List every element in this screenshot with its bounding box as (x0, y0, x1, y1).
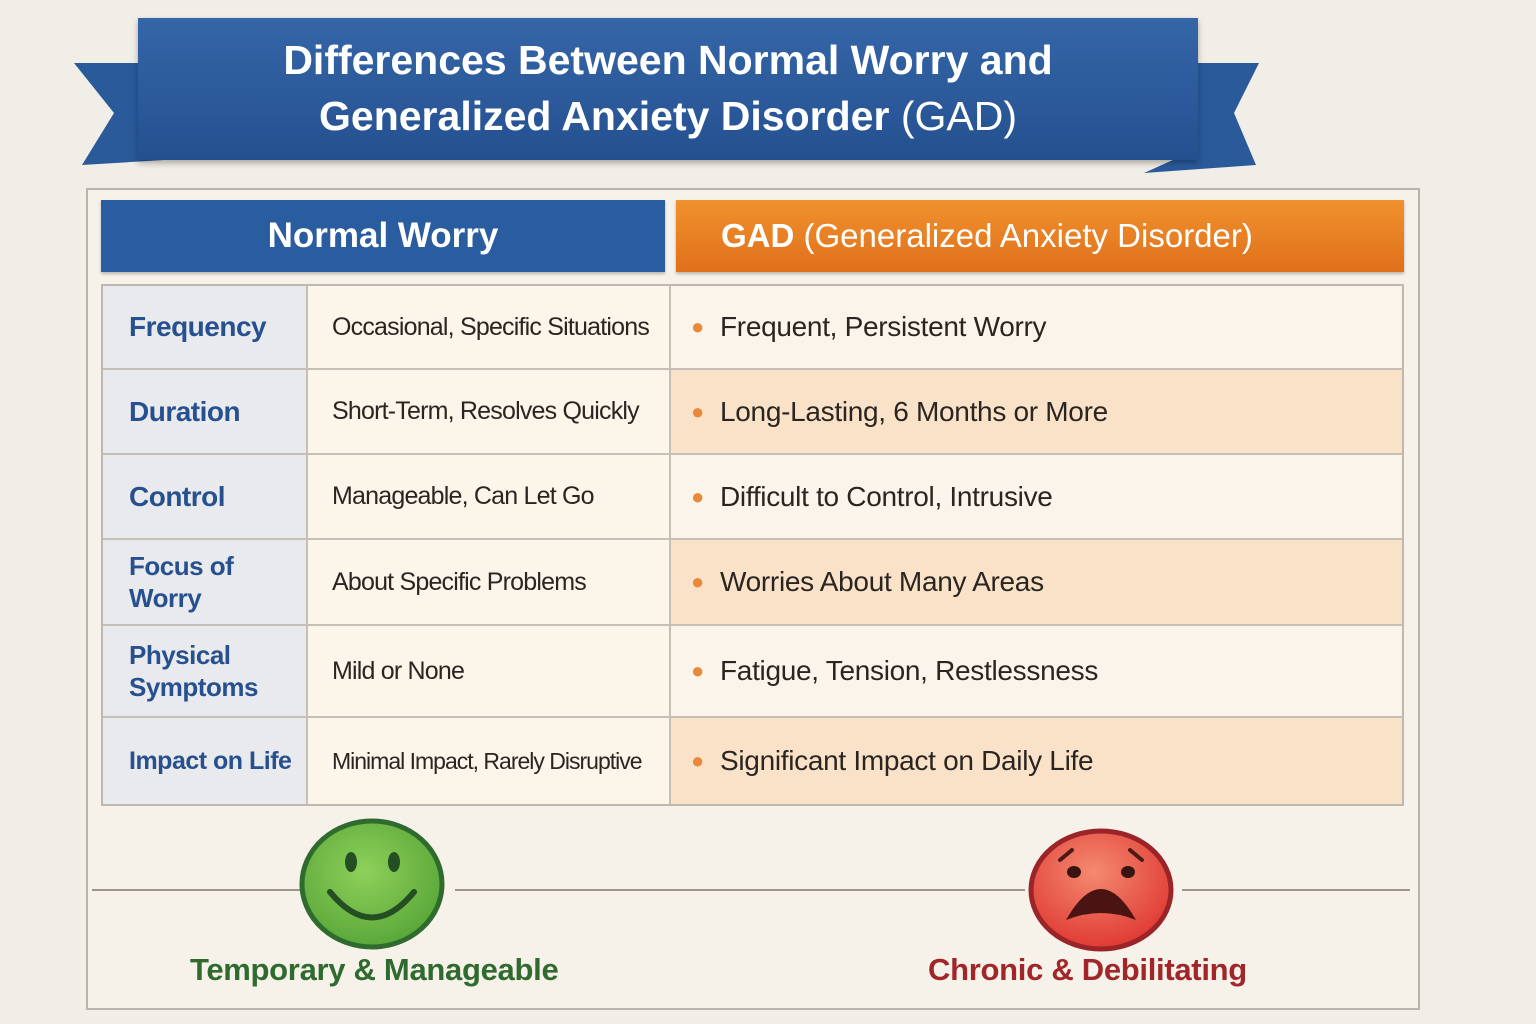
gad-header-paren: (Generalized Anxiety Disorder) (803, 217, 1253, 254)
gad-cell: ● Fatigue, Tension, Restlessness (671, 626, 1402, 716)
normal-cell: Mild or None (308, 626, 671, 716)
table-row: Focus of Worry About Specific Problems ● Wo… (103, 540, 1402, 626)
title-line-2: Generalized Anxiety Disorder (GAD) (138, 88, 1198, 144)
gad-cell-text: Significant Impact on Daily Life (720, 745, 1094, 776)
gad-cell: ● Frequent, Persistent Worry (671, 286, 1402, 368)
bullet-icon: ● (691, 314, 704, 339)
gad-header-main: GAD (721, 217, 795, 254)
bullet-icon: ● (691, 398, 704, 424)
divider-line (455, 889, 1025, 891)
table-row: Control Manageable, Can Let Go ● Difficult … (103, 455, 1402, 540)
gad-cell-text: Frequent, Persistent Worry (720, 311, 1047, 342)
gad-header: GAD (Generalized Anxiety Disorder) (676, 200, 1404, 272)
divider-line (92, 889, 300, 891)
normal-cell: Occasional, Specific Situations (308, 286, 671, 368)
distressed-face-icon (1028, 828, 1174, 952)
normal-cell: About Specific Problems (308, 540, 671, 624)
bullet-icon: ● (691, 569, 704, 594)
gad-cell: ● Long-Lasting, 6 Months or More (671, 370, 1402, 453)
smiley-face-icon (299, 818, 445, 950)
normal-cell: Manageable, Can Let Go (308, 455, 671, 538)
bullet-icon: ● (691, 483, 704, 509)
gad-cell: ● Worries About Many Areas (671, 540, 1402, 624)
normal-caption: Temporary & Manageable (190, 952, 559, 987)
normal-cell: Short-Term, Resolves Quickly (308, 370, 671, 453)
title-line-2-paren: (GAD) (900, 93, 1017, 139)
gad-caption: Chronic & Debilitating (928, 952, 1247, 987)
title-banner: Differences Between Normal Worry and Gen… (138, 18, 1198, 160)
comparison-table: Frequency Occasional, Specific Situations… (101, 284, 1404, 806)
gad-cell-text: Fatigue, Tension, Restlessness (720, 655, 1099, 686)
table-row: Duration Short-Term, Resolves Quickly ● Lon… (103, 370, 1402, 455)
row-label: Physical Symptoms (103, 626, 308, 716)
normal-worry-header: Normal Worry (101, 200, 665, 272)
gad-cell-text: Long-Lasting, 6 Months or More (720, 395, 1108, 427)
row-label: Frequency (103, 286, 308, 368)
title-line-1: Differences Between Normal Worry and (283, 37, 1053, 83)
row-label: Impact on Life (103, 718, 308, 804)
row-label: Duration (103, 370, 308, 453)
divider-line (1182, 889, 1410, 891)
bullet-icon: ● (691, 658, 704, 683)
normal-cell: Minimal Impact, Rarely Disruptive (308, 718, 671, 804)
bullet-icon: ● (691, 748, 704, 773)
table-row: Impact on Life Minimal Impact, Rarely Dis… (103, 718, 1402, 804)
row-label: Focus of Worry (103, 540, 308, 624)
table-row: Frequency Occasional, Specific Situations… (103, 286, 1402, 370)
gad-cell: ● Difficult to Control, Intrusive (671, 455, 1402, 538)
gad-cell-text: Difficult to Control, Intrusive (720, 480, 1053, 512)
gad-cell: ● Significant Impact on Daily Life (671, 718, 1402, 804)
title-line-2-main: Generalized Anxiety Disorder (319, 93, 890, 139)
table-row: Physical Symptoms Mild or None ● Fatigue, T… (103, 626, 1402, 718)
row-label: Control (103, 455, 308, 538)
gad-cell-text: Worries About Many Areas (720, 566, 1044, 597)
